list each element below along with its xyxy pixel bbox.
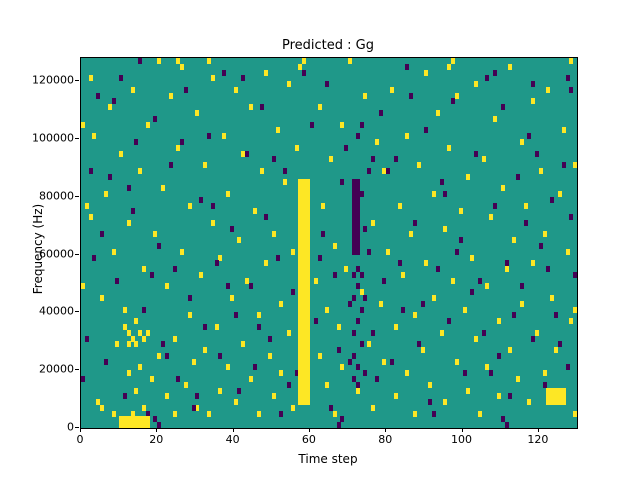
x-tick-mark	[461, 428, 463, 432]
y-tick-mark	[75, 369, 79, 371]
y-tick-label: 60000	[39, 247, 74, 261]
x-tick-label: 40	[225, 433, 240, 446]
x-axis-label: Time step	[298, 452, 358, 466]
heatmap-canvas	[81, 58, 577, 428]
y-tick-label: 20000	[39, 362, 74, 376]
x-tick-label: 0	[76, 433, 84, 446]
y-tick-label: 0	[67, 420, 74, 434]
y-tick-mark	[75, 137, 79, 139]
x-tick-label: 120	[527, 433, 549, 446]
y-axis-label: Frequency (Hz)	[31, 203, 45, 295]
plot-area	[80, 57, 578, 429]
y-tick-label: 120000	[32, 73, 74, 87]
x-tick-mark	[232, 428, 234, 432]
y-tick-mark	[75, 80, 79, 82]
y-tick-mark	[75, 427, 79, 428]
x-tick-label: 60	[301, 433, 316, 446]
x-tick-mark	[308, 428, 310, 432]
x-tick-mark	[156, 428, 158, 432]
y-tick-mark	[75, 195, 79, 197]
x-tick-mark	[537, 428, 539, 432]
y-tick-mark	[75, 311, 79, 313]
x-tick-label: 80	[378, 433, 393, 446]
y-tick-label: 40000	[39, 304, 74, 318]
x-tick-label: 100	[451, 433, 473, 446]
x-tick-mark	[385, 428, 387, 432]
y-tick-label: 80000	[39, 189, 74, 203]
x-tick-mark	[80, 428, 81, 432]
y-tick-mark	[75, 253, 79, 255]
plot-title: Predicted : Gg	[282, 38, 374, 53]
y-tick-label: 100000	[32, 131, 74, 145]
x-tick-label: 20	[149, 433, 164, 446]
